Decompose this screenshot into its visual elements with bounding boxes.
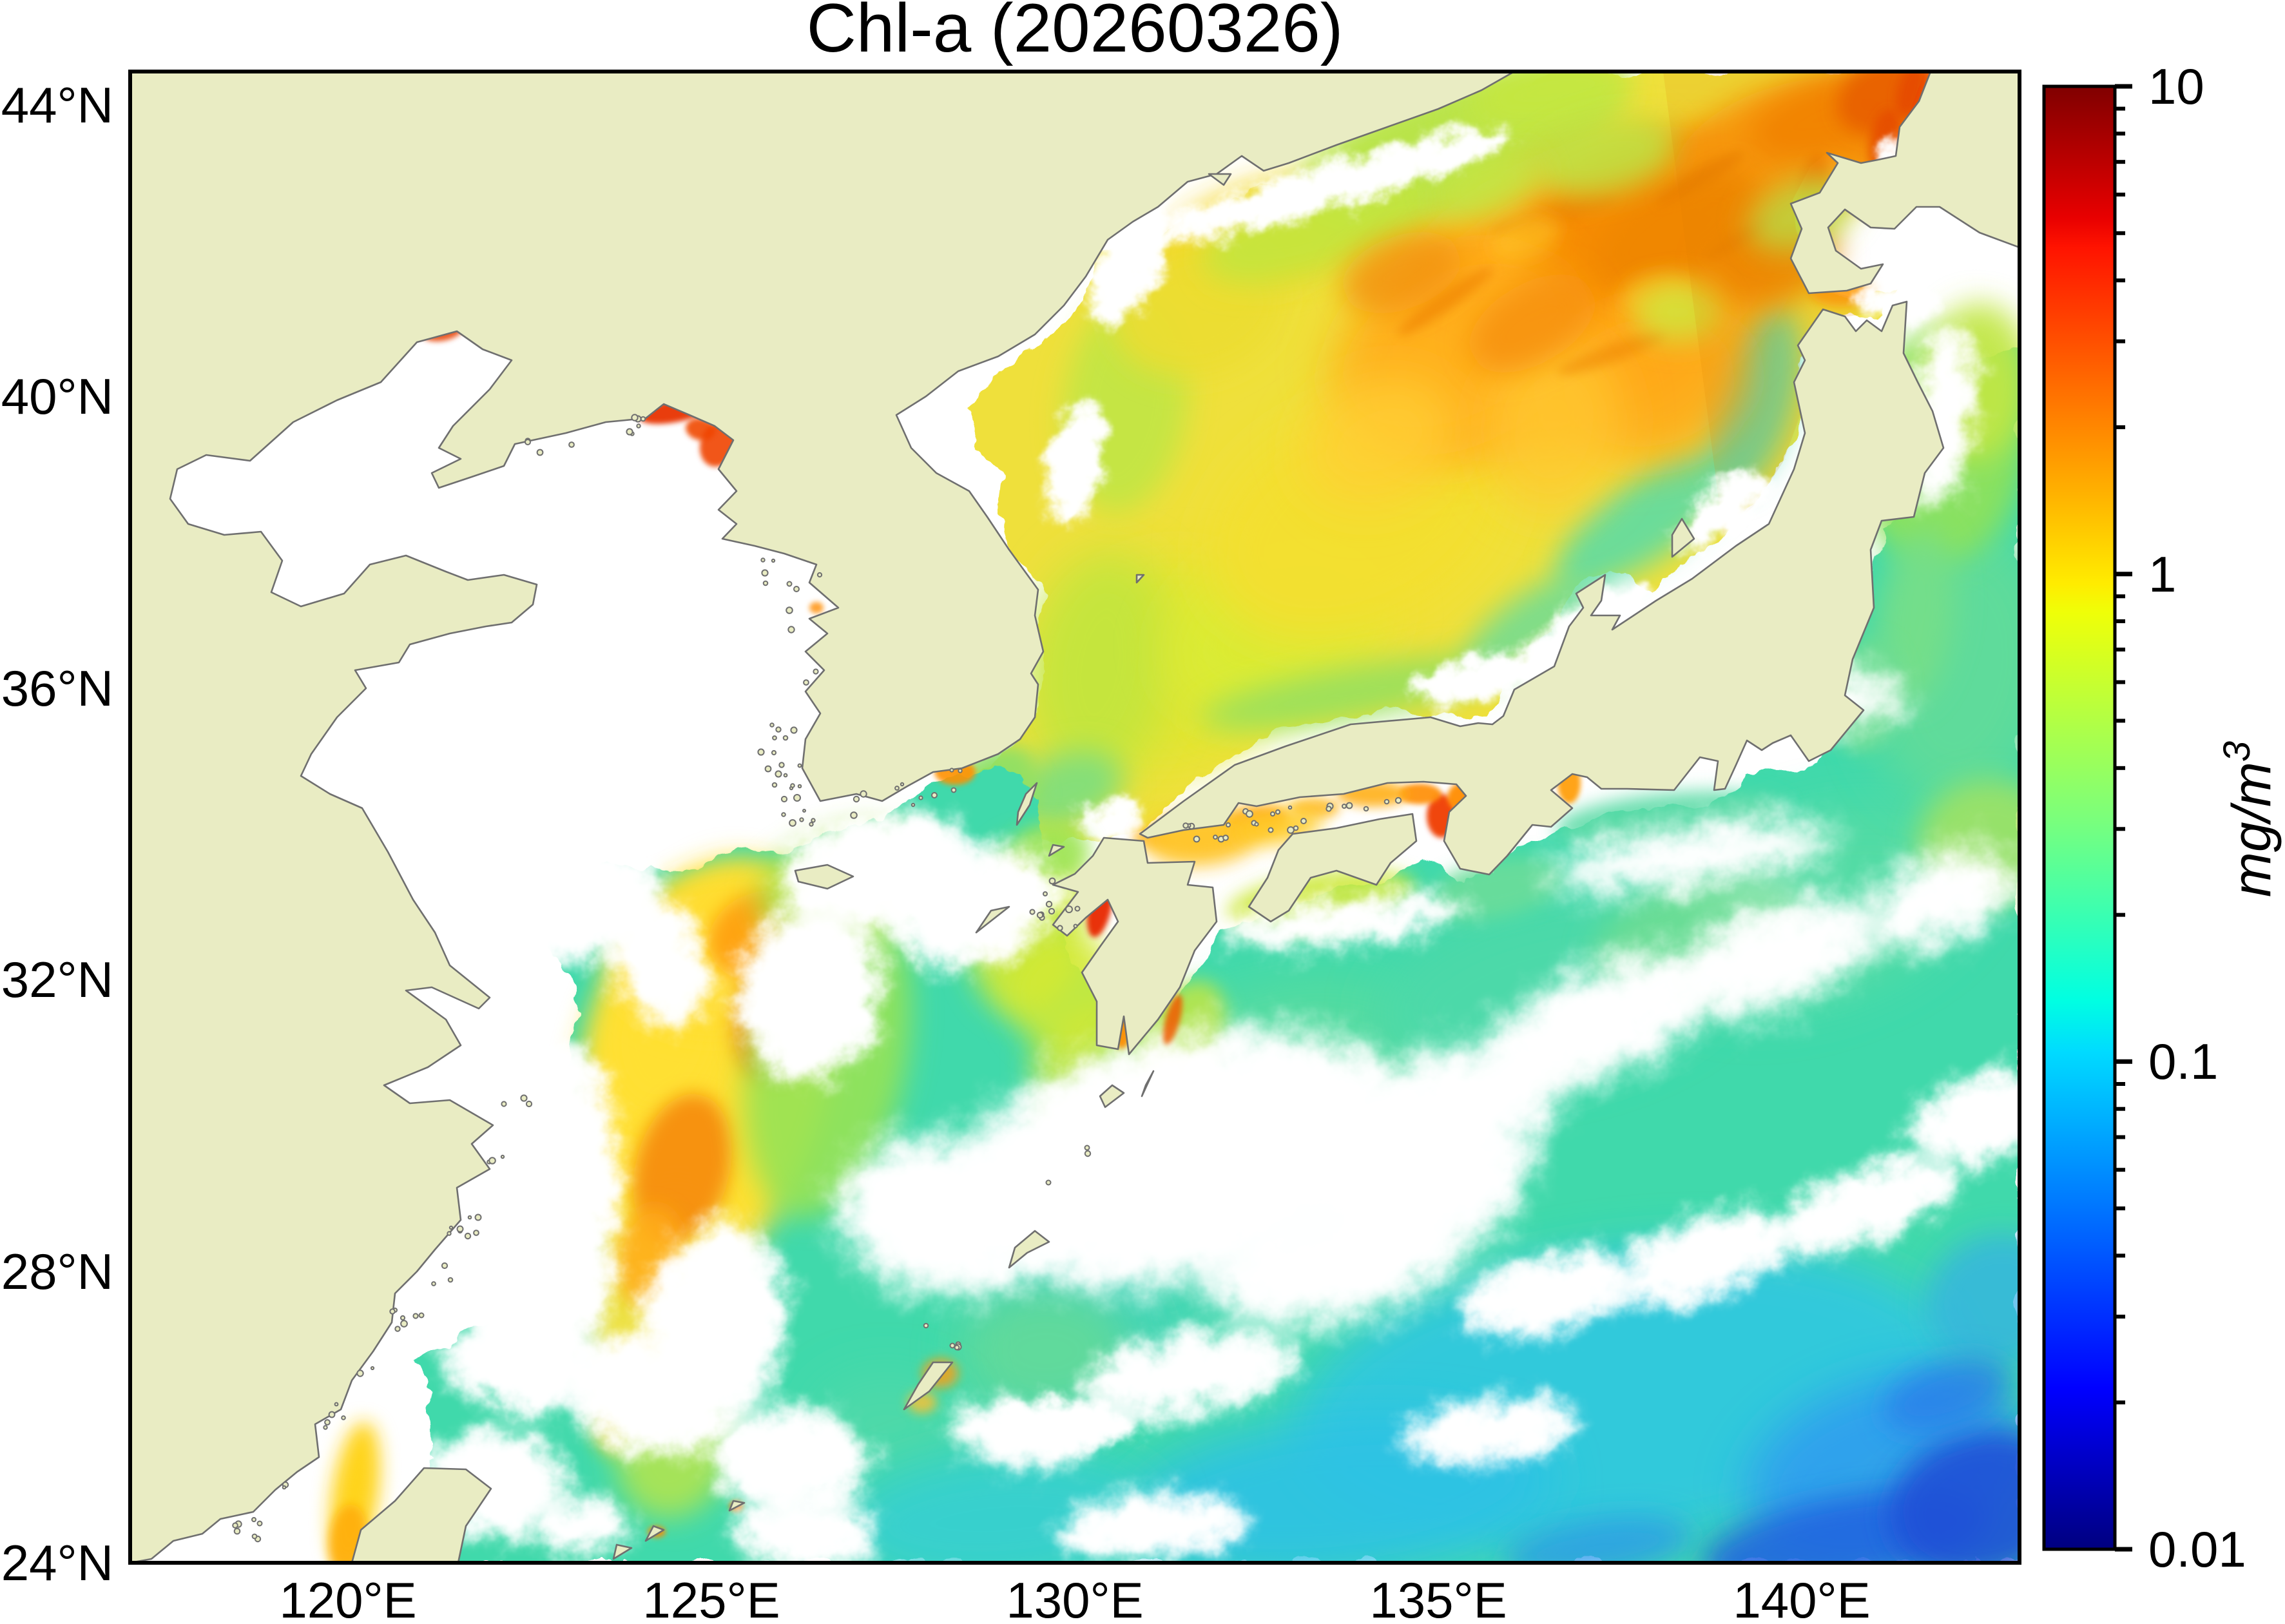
svg-text:32°N: 32°N bbox=[1, 951, 113, 1008]
svg-text:0.01: 0.01 bbox=[2148, 1521, 2246, 1578]
svg-text:130°E: 130°E bbox=[1006, 1572, 1143, 1624]
svg-text:44°N: 44°N bbox=[1, 77, 113, 133]
svg-text:36°N: 36°N bbox=[1, 660, 113, 717]
svg-text:28°N: 28°N bbox=[1, 1243, 113, 1300]
svg-text:135°E: 135°E bbox=[1369, 1572, 1507, 1624]
svg-text:24°N: 24°N bbox=[1, 1534, 113, 1591]
svg-text:1: 1 bbox=[2148, 546, 2176, 603]
svg-text:125°E: 125°E bbox=[642, 1572, 780, 1624]
svg-text:Chl-a (20260326): Chl-a (20260326) bbox=[807, 0, 1344, 66]
svg-text:mg/m3: mg/m3 bbox=[2216, 741, 2282, 897]
svg-text:120°E: 120°E bbox=[279, 1572, 416, 1624]
svg-text:40°N: 40°N bbox=[1, 368, 113, 425]
svg-text:10: 10 bbox=[2148, 58, 2204, 115]
svg-text:0.1: 0.1 bbox=[2148, 1033, 2218, 1090]
svg-text:140°E: 140°E bbox=[1733, 1572, 1870, 1624]
